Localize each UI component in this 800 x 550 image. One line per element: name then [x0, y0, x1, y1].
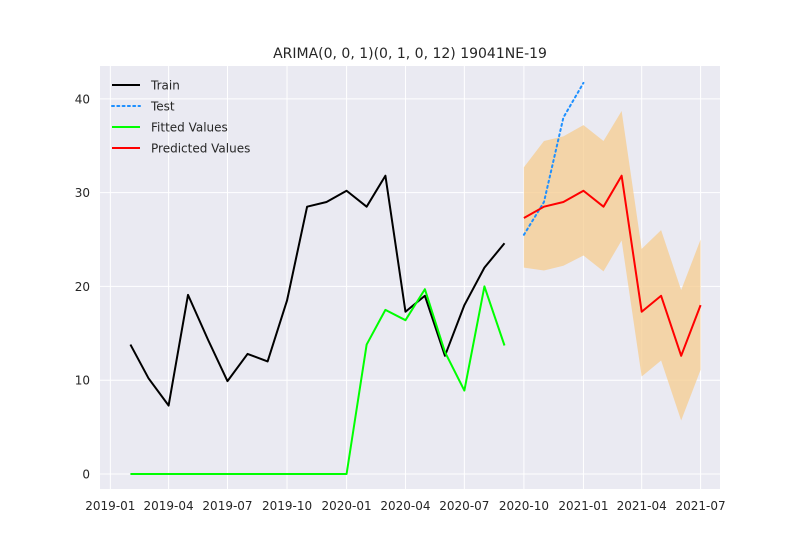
chart-title: ARIMA(0, 0, 1)(0, 1, 0, 12) 19041NE-19 [273, 46, 547, 62]
y-tick-label: 40 [75, 92, 90, 106]
legend-label: Predicted Values [151, 142, 250, 156]
y-tick-label: 20 [75, 280, 90, 294]
x-tick-label: 2020-01 [322, 499, 372, 513]
legend-label: Train [150, 79, 180, 93]
y-axis: 0 10 20 30 40 [75, 92, 90, 481]
legend: Train Test Fitted Values Predicted Values [111, 79, 250, 156]
confidence-band [523, 111, 701, 421]
x-tick-label: 2019-01 [85, 499, 135, 513]
x-tick-label: 2020-10 [499, 499, 549, 513]
x-tick-label: 2021-01 [558, 499, 608, 513]
x-axis: 2019-01 2019-04 2019-07 2019-10 2020-01 2020-… [85, 499, 725, 513]
x-tick-label: 2021-04 [617, 499, 667, 513]
grid [100, 66, 720, 489]
x-tick-label: 2020-04 [380, 499, 430, 513]
y-tick-label: 0 [82, 467, 90, 481]
y-tick-label: 30 [75, 186, 90, 200]
x-tick-label: 2021-07 [676, 499, 726, 513]
x-tick-label: 2019-04 [144, 499, 194, 513]
train-line [129, 174, 506, 407]
fitted-values-line [130, 285, 506, 475]
legend-label: Test [150, 100, 175, 114]
predicted-values-line [523, 174, 702, 357]
legend-label: Fitted Values [151, 121, 228, 135]
test-line [522, 81, 585, 236]
confidence-band-area [523, 111, 701, 421]
x-tick-label: 2019-07 [202, 499, 252, 513]
x-tick-label: 2019-10 [262, 499, 312, 513]
series-lines [129, 81, 702, 475]
x-tick-label: 2020-07 [439, 499, 489, 513]
y-tick-label: 10 [75, 374, 90, 388]
